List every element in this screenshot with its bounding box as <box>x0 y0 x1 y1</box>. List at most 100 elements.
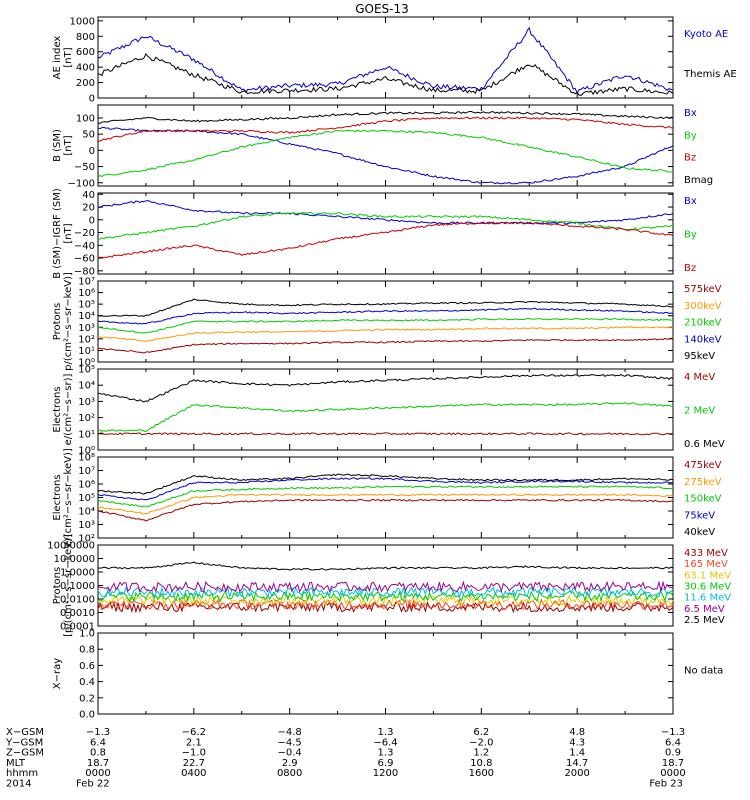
y-tick-label: 10⁸ <box>78 453 95 464</box>
y-tick-label: 10⁴ <box>78 311 95 322</box>
panel-frame <box>97 16 674 99</box>
panel-frame <box>97 280 674 363</box>
footer-cell: 6.4 <box>90 737 106 748</box>
footer-cell: −4.8 <box>278 727 302 738</box>
y-tick-label: −100 <box>68 178 95 189</box>
legend-475kev: 475keV <box>684 460 722 471</box>
series-bsm-bx <box>97 126 674 185</box>
y-axis-label: [nT] <box>63 135 74 155</box>
series-bigrf-bx <box>97 200 674 225</box>
series-protons_high-11-6-mev <box>97 585 674 599</box>
y-tick-label: −80 <box>74 266 95 277</box>
y-tick-label: 10⁶ <box>78 288 95 299</box>
footer-cell: 2.1 <box>186 737 202 748</box>
y-tick-label: −20 <box>74 228 95 239</box>
y-tick-label: 0.6 <box>79 661 95 672</box>
y-tick-label: 10⁵ <box>78 300 95 311</box>
series-bigrf-by <box>97 211 674 240</box>
footer-row-label-hhmm: hhmm <box>6 768 38 779</box>
footer-cell: 0400 <box>181 768 206 779</box>
footer-cell: 2.9 <box>282 758 298 769</box>
series-electrons_low-150kev <box>97 485 674 508</box>
y-axis-label: X−ray <box>52 658 63 689</box>
y-axis-label: e/(cm²−s−sr−keV)] <box>63 448 74 547</box>
series-electrons_low-275kev <box>97 493 674 515</box>
y-axis-label: Protons <box>52 567 63 604</box>
y-tick-label: 10⁵ <box>78 493 95 504</box>
y-tick-label: 10³ <box>78 520 95 531</box>
legend-bz: Bz <box>684 153 696 164</box>
legend-150kev: 150keV <box>684 494 722 505</box>
footer-cell: 1200 <box>373 768 398 779</box>
footer-cell: Feb 23 <box>649 779 683 790</box>
footer-cell: 1.3 <box>378 748 394 759</box>
y-tick-label: 10¹ <box>78 429 95 440</box>
y-tick-label: 1.0000 <box>60 568 95 579</box>
y-tick-label: 0 <box>89 215 95 226</box>
y-tick-label: 10⁴ <box>78 381 95 392</box>
legend-by: By <box>684 130 697 141</box>
legend-2-mev: 2 MeV <box>684 406 715 417</box>
footer-cell: 4.8 <box>569 727 585 738</box>
panel-electrons_high: 10⁰ 10¹ 10² 10³ 10⁴ 10⁵ Electrons e/(cm²−s−sr)]… <box>52 365 725 457</box>
series-protons_low-300kev <box>97 326 674 343</box>
panel-bigrf: −80−60 −40 −20 020 40 B (SM)−IGRF (SM) [nT] Bx B… <box>52 188 697 279</box>
footer-cell: 6.4 <box>665 737 681 748</box>
panel-protons_high: 0.0001 0.0010 0.0100 0.1000 1.0000 10.0000 100… <box>47 534 731 637</box>
series-bsm-bz <box>97 116 674 142</box>
series-ae-kyoto-ae <box>97 26 674 94</box>
footer-cell: 6.2 <box>473 727 489 738</box>
y-axis-label: B (SM) <box>52 129 63 162</box>
y-tick-label: 40 <box>82 190 95 201</box>
y-tick-label: 100.0000 <box>47 541 95 552</box>
series-protons_high-6-5-mev <box>97 580 674 593</box>
y-tick-label: 0.0 <box>79 710 95 721</box>
footer-cell: 0.9 <box>665 748 681 759</box>
y-axis-label: e/(cm²−s−sr)] <box>63 374 74 446</box>
y-tick-label: 600 <box>76 47 95 58</box>
panel-ae: 0 200 400 600 800 1000 AE index [nT] Kyoto AE The… <box>52 16 737 104</box>
y-tick-label: 10⁶ <box>78 480 95 491</box>
legend-bmag: Bmag <box>684 175 713 186</box>
y-tick-label: 0.4 <box>79 677 95 688</box>
footer-cell: 14.7 <box>566 758 588 769</box>
footer-cell: −6.4 <box>373 737 397 748</box>
footer-cell: 6.9 <box>378 758 394 769</box>
legend-75kev: 75keV <box>684 510 715 521</box>
y-tick-label: 0.2 <box>79 693 95 704</box>
series-protons_low-575kev <box>97 337 674 354</box>
footer-cell: 0.8 <box>90 748 106 759</box>
legend-6-5-mev: 6.5 MeV <box>684 604 725 615</box>
y-tick-label: 10⁰ <box>78 358 95 369</box>
y-tick-label: −40 <box>74 241 95 252</box>
y-tick-label: 0 <box>89 146 95 157</box>
legend-575kev: 575keV <box>684 284 722 295</box>
panel-xray: 0.0 0.2 0.4 0.6 0.8 1.0 X−ray No data <box>52 629 723 721</box>
figure-title: GOES-13 <box>355 2 409 16</box>
y-tick-label: 0.1000 <box>60 581 95 592</box>
y-tick-label: 100 <box>76 113 95 124</box>
panel-frame <box>97 456 674 539</box>
y-tick-label: 10³ <box>78 397 95 408</box>
legend-no-data: No data <box>684 666 723 677</box>
y-tick-label: 0.0010 <box>60 608 95 619</box>
legend-275kev: 275keV <box>684 477 722 488</box>
legend-2-5-mev: 2.5 MeV <box>684 615 725 626</box>
panel-electrons_low: 10² 10³ 10⁴ 10⁵ 10⁶ 10⁷ 10⁸ Electrons e/(cm²−s−s… <box>52 448 722 547</box>
legend-bx: Bx <box>684 108 697 119</box>
y-tick-label: −60 <box>74 254 95 265</box>
footer-cell: −6.2 <box>182 727 206 738</box>
y-tick-label: 10³ <box>78 323 95 334</box>
legend-kyoto-ae: Kyoto AE <box>684 29 728 40</box>
series-protons_low-95kev <box>97 298 674 317</box>
y-tick-label: 0 <box>89 94 95 105</box>
y-tick-label: 10⁵ <box>78 365 95 376</box>
y-tick-label: 10⁴ <box>78 507 95 518</box>
y-axis-label: [p/(cm²−s−sr−keV)] <box>63 534 74 637</box>
legend-bz: Bz <box>684 263 696 274</box>
y-tick-label: 10² <box>78 334 95 345</box>
legend-40kev: 40keV <box>684 527 715 538</box>
legend-0-6-mev: 0.6 MeV <box>684 439 725 450</box>
